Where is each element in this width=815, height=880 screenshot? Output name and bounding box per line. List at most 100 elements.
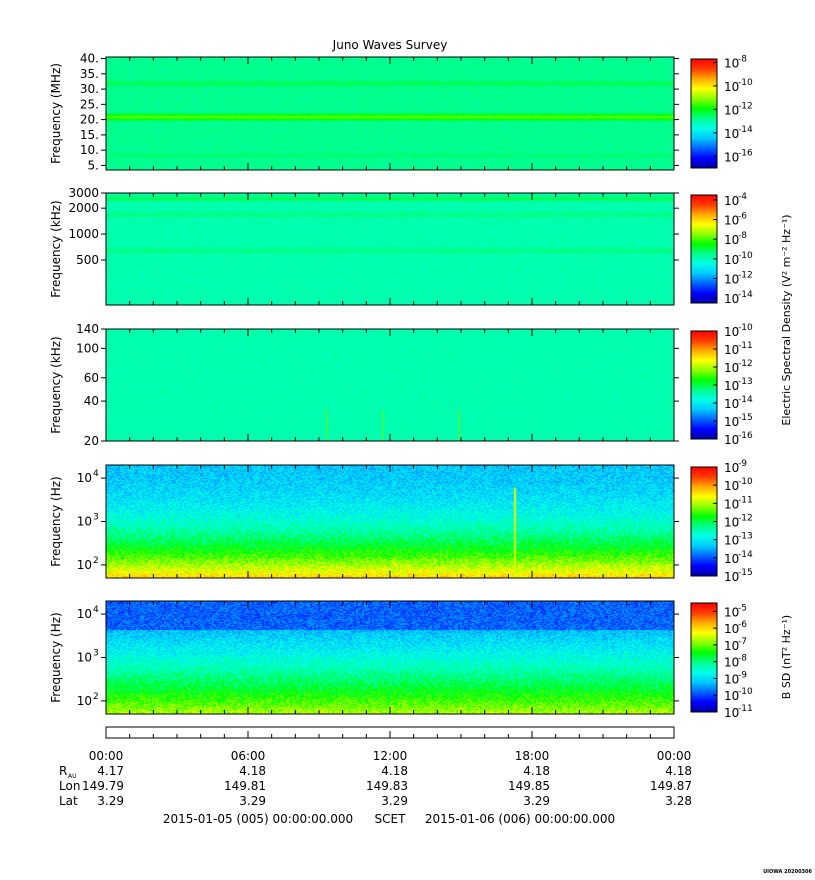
y-tick-exponent: 3 [93, 649, 99, 659]
colorbar-tick-exponent: -7 [738, 637, 747, 647]
colorbar-tick-label: 10 [724, 570, 739, 584]
ephemeris-value: 149.79 [82, 779, 124, 793]
row-label: R [59, 764, 67, 778]
colorbar-tick-exponent: -12 [738, 270, 753, 280]
colorbar-tick-exponent: -8 [738, 231, 747, 241]
ephemeris-value: 4.18 [381, 764, 408, 778]
y-tick-label: 10 [77, 471, 92, 485]
colorbar-tick-label: 10 [724, 361, 739, 375]
y-tick-label: 10 [77, 515, 92, 529]
colorbar-tick-exponent: -12 [738, 101, 753, 111]
colorbar-tick-exponent: -6 [738, 620, 747, 630]
y-tick-label: 10 [77, 694, 92, 708]
colorbar-tick-label: 10 [724, 57, 739, 71]
colorbar-tick-exponent: -15 [738, 568, 753, 578]
time-tick-label: 00:00 [89, 749, 124, 763]
colorbar-tick-label: 10 [724, 214, 739, 228]
y-tick-label: 35. [80, 67, 99, 81]
heatmap-image [106, 601, 674, 714]
colorbar-tick-label: 10 [724, 325, 739, 339]
colorbar-tick-exponent: -14 [738, 125, 753, 135]
y-tick-label: 100 [76, 341, 99, 355]
colorbar-tick-exponent: -10 [738, 251, 753, 261]
y-tick-label: 20 [84, 434, 99, 448]
colorbar-label-magnetic: B SD (nT² Hz⁻¹) [780, 615, 793, 699]
colorbar-tick-exponent: -11 [738, 704, 753, 714]
time-tick-label: 06:00 [231, 749, 266, 763]
colorbar-tick-label: 10 [724, 194, 739, 208]
y-tick-label: 1000 [68, 227, 99, 241]
colorbar-tick-exponent: -10 [738, 687, 753, 697]
colorbar-tick-label: 10 [724, 103, 739, 117]
y-axis-label: Frequency (MHz) [49, 63, 63, 164]
y-axis-label: Frequency (kHz) [49, 200, 63, 297]
colorbar-tick-label: 10 [724, 127, 739, 141]
ephemeris-value: 3.29 [381, 794, 408, 808]
y-tick-label: 40 [84, 394, 99, 408]
colorbar-tick-label: 10 [724, 516, 739, 530]
colorbar-tick-exponent: -8 [738, 654, 747, 664]
colorbar-tick-exponent: -14 [738, 395, 753, 405]
time-axis: 00:00 06:00 12:00 18:00 00:00 R AU 4.17 4.18 4.18… [59, 726, 692, 808]
colorbar-tick-label: 10 [724, 292, 739, 306]
colorbar-tick-label: 10 [724, 272, 739, 286]
heatmap-image [106, 193, 674, 305]
colorbar-tick-exponent: -15 [738, 413, 753, 423]
y-tick-exponent: 2 [93, 556, 99, 566]
colorbar-tick-exponent: -13 [738, 532, 753, 542]
colorbar-tick-label: 10 [724, 415, 739, 429]
colorbar-tick-exponent: -5 [738, 603, 747, 613]
y-tick-label: 140 [76, 322, 99, 336]
colorbar-tick-label: 10 [724, 479, 739, 493]
y-tick-label: 25. [80, 97, 99, 111]
y-tick-label: 10 [77, 607, 92, 621]
heatmap-image [106, 465, 674, 578]
colorbar-tick-exponent: -10 [738, 323, 753, 333]
colorbar-tick-label: 10 [724, 233, 739, 247]
colorbar-tick-exponent: -10 [738, 78, 753, 88]
y-tick-label: 30. [80, 82, 99, 96]
colorbar-tick-exponent: -11 [738, 341, 753, 351]
y-tick-exponent: 2 [93, 692, 99, 702]
colorbar-tick-label: 10 [724, 461, 739, 475]
ephemeris-value: 3.29 [523, 794, 550, 808]
ephemeris-value: 149.83 [366, 779, 408, 793]
colorbar-tick-label: 10 [724, 343, 739, 357]
y-axis-label: Frequency (Hz) [49, 612, 63, 703]
panel-1: 40.35.30.25. 20.15.10.5. Frequency (MHz) 10… [49, 52, 753, 173]
y-tick-label: 500 [76, 253, 99, 267]
colorbar-tick-label: 10 [724, 379, 739, 393]
colorbar-tick-exponent: -14 [738, 290, 753, 300]
colorbar-tick-label: 10 [724, 433, 739, 447]
y-axis-label: Frequency (kHz) [49, 336, 63, 433]
ephemeris-value: 3.28 [665, 794, 692, 808]
y-axis-label: Frequency (Hz) [49, 476, 63, 567]
y-tick-exponent: 4 [93, 469, 99, 479]
y-tick-label: 3000 [68, 186, 99, 200]
colorbar-tick-label: 10 [724, 656, 739, 670]
colorbar-tick-exponent: -12 [738, 359, 753, 369]
y-tick-label: 40. [80, 52, 99, 66]
y-tick-label: 10 [77, 558, 92, 572]
footer-scet: SCET [375, 812, 407, 826]
colorbar-tick-label: 10 [724, 534, 739, 548]
time-tick-label: 12:00 [373, 749, 408, 763]
credit: UIOWA 20200306 [763, 869, 812, 875]
colorbar-tick-label: 10 [724, 706, 739, 720]
y-tick-label: 10 [77, 651, 92, 665]
row-label: Lon [59, 779, 80, 793]
panels: 40.35.30.25. 20.15.10.5. Frequency (MHz) 10… [49, 52, 793, 720]
chart-title: Juno Waves Survey [332, 38, 448, 52]
colorbar-tick-label: 10 [724, 689, 739, 703]
y-tick-label: 15. [80, 128, 99, 142]
colorbar-tick-exponent: -9 [738, 670, 747, 680]
colorbar-tick-exponent: -9 [738, 459, 747, 469]
